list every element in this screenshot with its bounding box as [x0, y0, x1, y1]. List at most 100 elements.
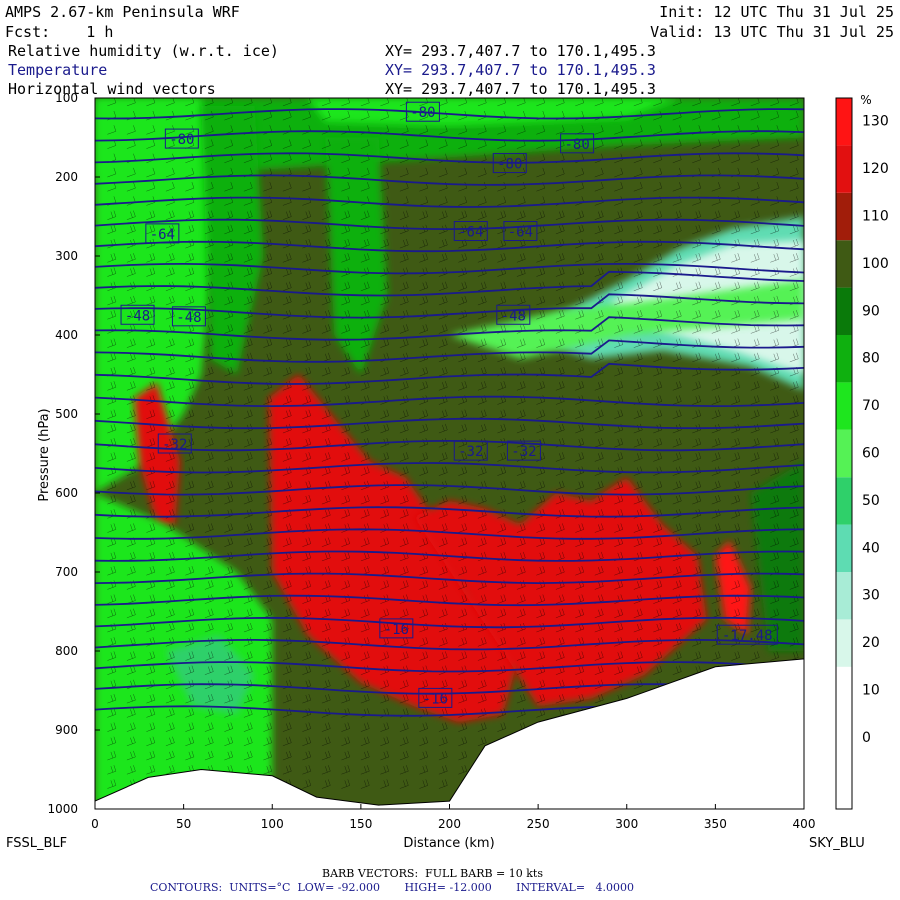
- valid-time: Valid: 13 UTC Thu 31 Jul 25: [650, 23, 894, 41]
- xy-range-2: XY= 293.7,407.7 to 170.1,495.3: [385, 61, 656, 79]
- left-station-label: FSSL_BLF: [6, 836, 67, 851]
- colorbar-segment: [836, 714, 852, 762]
- colorbar-tick-label: 40: [862, 540, 880, 556]
- contour-label-box: [418, 687, 453, 708]
- contour-label-box: [145, 223, 180, 244]
- terrain: [95, 658, 804, 809]
- isotherm-line: [95, 661, 804, 673]
- contour-label: -32: [162, 437, 187, 453]
- x-axis-label: Distance (km): [403, 836, 494, 851]
- y-tick-label: 400: [55, 328, 78, 342]
- y-tick-label: 600: [55, 486, 78, 500]
- contour-label-box: [164, 128, 199, 149]
- isotherm-line: [95, 395, 804, 408]
- x-tick-label: 300: [615, 817, 638, 831]
- colorbar-segment: [836, 761, 852, 809]
- colorbar-segment: [836, 192, 852, 241]
- isotherm-line: [95, 528, 804, 540]
- axes: 0 50 100 150 200 250 300 350 400 100 200 300 400 500 6…: [47, 91, 815, 831]
- right-station-label: SKY_BLU: [809, 836, 865, 851]
- colorbar-tick-label: 0: [862, 730, 871, 746]
- isotherm-line: [95, 638, 804, 651]
- terrain-fill: [95, 658, 804, 809]
- x-tick-label: 200: [438, 817, 461, 831]
- contour-label-box: [496, 304, 531, 325]
- colorbar-segment: [836, 666, 852, 715]
- rh-left-column: [95, 98, 220, 493]
- isotherm-line: [95, 572, 804, 585]
- contour-label-box: [379, 618, 414, 639]
- isotherm-line: [95, 506, 804, 518]
- colorbar-tick-label: 90: [862, 303, 880, 319]
- contour-label: -64: [150, 227, 175, 243]
- y-tick-label: 700: [55, 565, 78, 579]
- contour-label-box: [171, 306, 206, 327]
- y-tick-label: 200: [55, 170, 78, 184]
- contour-label: -16: [384, 622, 409, 638]
- colorbar-segment: [836, 619, 852, 667]
- isotherm-line: [95, 196, 804, 208]
- isotherm-line: [95, 174, 804, 186]
- isotherm-line: [95, 130, 804, 142]
- isotherm-line: [95, 616, 804, 629]
- x-tick-label: 250: [527, 817, 550, 831]
- isotherm-line: [95, 594, 804, 607]
- contour-label: -80: [497, 157, 522, 173]
- colorbar-tick-label: 20: [862, 635, 880, 651]
- isotherm-line: [95, 108, 804, 120]
- field-label-rh: Relative humidity (w.r.t. ice): [8, 42, 279, 60]
- contour-label: -80: [410, 105, 435, 121]
- colorbar-segment: [836, 335, 852, 383]
- colorbar-segment: [836, 145, 852, 193]
- x-tick-label: 100: [261, 817, 284, 831]
- contour-label: -64: [458, 225, 483, 241]
- rh-mid-column: [325, 137, 388, 375]
- isotherm-line: [95, 462, 804, 474]
- y-tick-label: 300: [55, 249, 78, 263]
- x-tick-label: 150: [349, 817, 372, 831]
- contour-label: -17.48: [722, 628, 773, 644]
- temperature-contours: [95, 108, 804, 717]
- contour-label-box: [157, 433, 192, 454]
- contour-label: -80: [564, 137, 589, 153]
- contour-label-box: [453, 221, 488, 242]
- contour-label-box: [716, 624, 778, 645]
- colorbar: 0 10 20 30 40 50 60 70 80 90 100 110 120 130: [835, 97, 889, 810]
- colorbar-tick-label: 10: [862, 683, 880, 699]
- x-tick-label: 350: [704, 817, 727, 831]
- model-title: AMPS 2.67-km Peninsula WRF: [5, 3, 240, 21]
- init-time: Init: 12 UTC Thu 31 Jul 25: [659, 3, 894, 21]
- x-tick-label: 0: [91, 817, 99, 831]
- contour-label: -48: [176, 310, 201, 326]
- contour-label-box: [453, 440, 488, 461]
- contour-label-box: [492, 153, 527, 174]
- contour-labels: -80 -80 -80 -80 -64 -64 -64 -48 -48 -48 -32 -32 -32 -…: [120, 101, 778, 708]
- isotherm-line: [95, 240, 804, 253]
- isotherm-line: [95, 218, 804, 231]
- colorbar-tick-label: 50: [862, 493, 880, 509]
- colorbar-tick-label: 100: [862, 256, 889, 272]
- colorbar-tick-label: 80: [862, 351, 880, 367]
- colorbar-segment: [836, 429, 852, 478]
- colorbar-segment: [836, 98, 852, 146]
- y-tick-label: 100: [55, 91, 78, 105]
- x-tick-label: 400: [793, 817, 816, 831]
- contour-label: -48: [501, 308, 526, 324]
- colorbar-unit: %: [860, 93, 871, 107]
- isotherm-line: [95, 550, 804, 562]
- isotherm-line: [95, 484, 804, 496]
- field-label-temperature: Temperature: [8, 61, 108, 79]
- contour-label-box: [405, 101, 440, 122]
- colorbar-tick-label: 30: [862, 588, 880, 604]
- contour-label-box: [503, 221, 538, 242]
- contour-label: -80: [169, 132, 194, 148]
- rh-left-column-2: [201, 105, 264, 375]
- colorbar-tick-label: 110: [862, 209, 889, 225]
- y-tick-label: 900: [55, 723, 78, 737]
- colorbar-tick-label: 130: [862, 114, 889, 130]
- contour-label-box: [120, 304, 155, 325]
- contour-label: -64: [508, 225, 533, 241]
- contour-label: -32: [458, 444, 483, 460]
- isotherm-line: [95, 152, 804, 164]
